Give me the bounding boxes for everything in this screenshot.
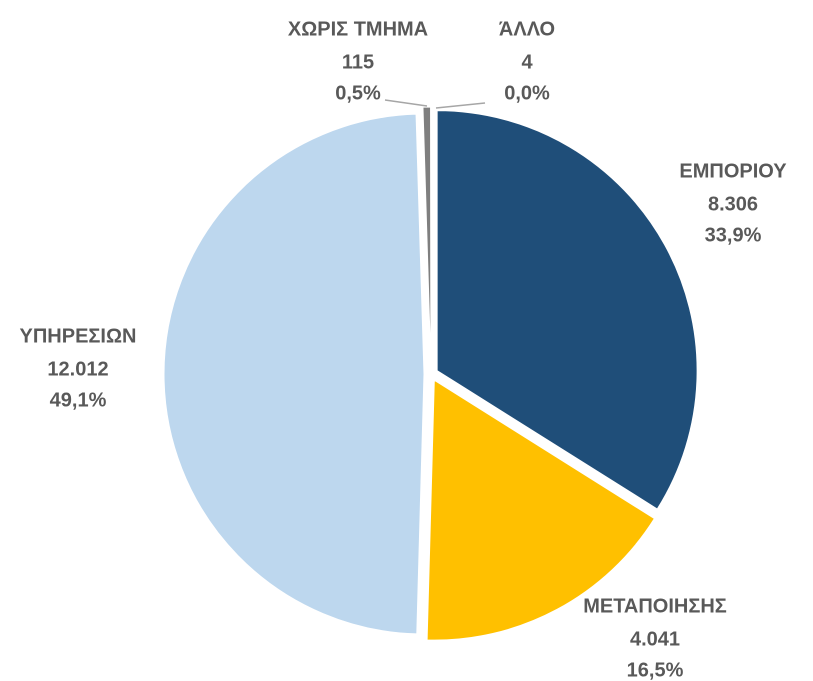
- slice-percent: 49,1%: [50, 389, 107, 411]
- pie-slice: [436, 110, 698, 510]
- leader-line: [384, 99, 428, 107]
- slice-percent: 33,9%: [705, 224, 762, 246]
- slice-label: ΧΩΡΙΣ ΤΜΗΜΑ: [288, 18, 428, 40]
- slice-value: 12.012: [47, 358, 108, 380]
- slice-percent: 0,0%: [504, 82, 550, 104]
- slice-value: 4: [521, 51, 533, 73]
- leader-line: [435, 102, 486, 109]
- slice-label: ΜΕΤΑΠΟΙΗΣΗΣ: [583, 595, 727, 617]
- pie-slice: [163, 113, 425, 635]
- slice-percent: 16,5%: [627, 659, 684, 681]
- slice-value: 8.306: [708, 193, 758, 215]
- slice-label: ΥΠΗΡΕΣΙΩΝ: [20, 325, 137, 347]
- pie-slice: [422, 106, 432, 368]
- slice-label: ΕΜΠΟΡΙΟΥ: [679, 160, 787, 182]
- slice-value: 4.041: [630, 628, 680, 650]
- slice-percent: 0,5%: [335, 82, 381, 104]
- slice-value: 115: [342, 51, 374, 73]
- slice-label: ΆΛΛΟ: [499, 18, 555, 40]
- pie-slice: [426, 379, 656, 641]
